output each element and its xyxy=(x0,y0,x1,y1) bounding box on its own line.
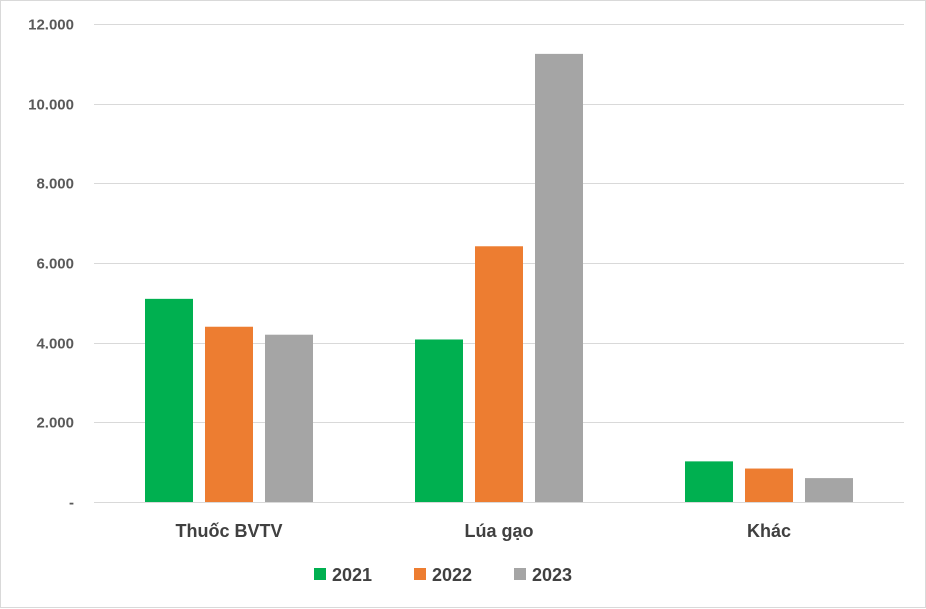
y-axis: - 2.000 4.000 6.000 8.000 10.000 12.000 xyxy=(28,17,74,512)
bar-2023-1 xyxy=(535,53,583,502)
x-axis: Thuốc BVTV Lúa gạo Khác xyxy=(94,502,904,541)
bar-2022-1 xyxy=(475,246,523,502)
legend-label-2022: 2022 xyxy=(432,565,472,585)
bar-2023-0 xyxy=(265,334,313,502)
bar-2022-2 xyxy=(745,468,793,502)
legend: 2021 2022 2023 xyxy=(314,565,572,585)
y-tick-label: 8.000 xyxy=(36,176,74,193)
bar-2021-0 xyxy=(145,298,193,502)
legend-swatch-2022 xyxy=(414,568,426,580)
x-category-label: Khác xyxy=(747,521,791,541)
y-tick-label: - xyxy=(69,495,74,512)
bar-2022-0 xyxy=(205,326,253,502)
legend-label-2023: 2023 xyxy=(532,565,572,585)
bar-2021-2 xyxy=(685,461,733,502)
bars xyxy=(145,53,853,502)
x-category-label: Lúa gạo xyxy=(464,521,533,541)
bar-2021-1 xyxy=(415,339,463,502)
y-tick-label: 4.000 xyxy=(36,336,74,353)
legend-label-2021: 2021 xyxy=(332,565,372,585)
y-tick-label: 2.000 xyxy=(36,415,74,432)
y-tick-label: 6.000 xyxy=(36,256,74,273)
y-tick-label: 10.000 xyxy=(28,97,74,114)
x-category-label: Thuốc BVTV xyxy=(176,521,283,541)
legend-swatch-2023 xyxy=(514,568,526,580)
legend-swatch-2021 xyxy=(314,568,326,580)
y-tick-label: 12.000 xyxy=(28,17,74,34)
bar-2023-2 xyxy=(805,478,853,502)
